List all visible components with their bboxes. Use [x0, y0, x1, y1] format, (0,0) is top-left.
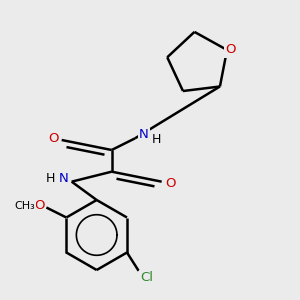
Text: N: N — [58, 172, 68, 185]
Text: N: N — [139, 128, 149, 141]
Text: O: O — [34, 199, 45, 212]
Text: H: H — [152, 134, 161, 146]
Text: CH₃: CH₃ — [14, 201, 35, 211]
Text: O: O — [225, 44, 236, 56]
Text: Cl: Cl — [140, 271, 153, 284]
Text: H: H — [46, 172, 56, 185]
Text: O: O — [48, 132, 58, 145]
Text: O: O — [165, 177, 175, 190]
